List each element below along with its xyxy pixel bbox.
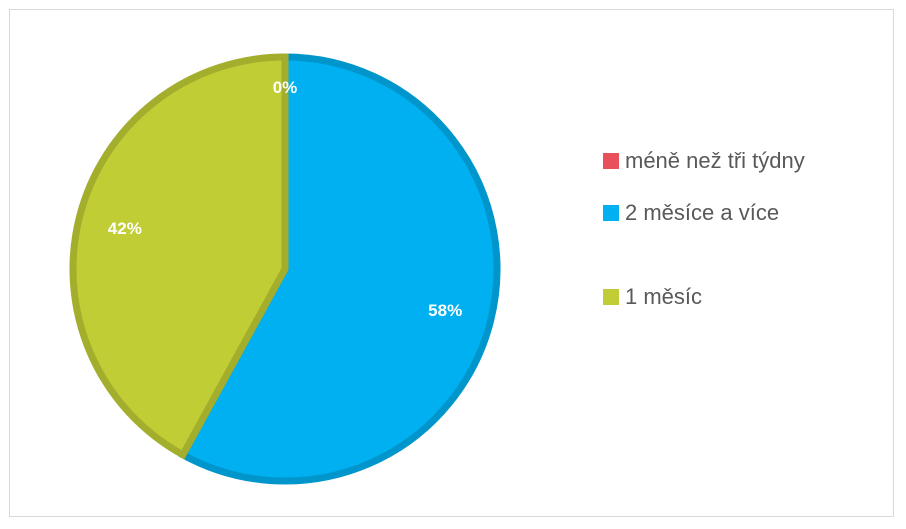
legend-item-1-mesic: 1 měsíc	[603, 281, 833, 313]
pie-data-label: 0%	[273, 78, 298, 97]
legend-label: 1 měsíc	[625, 284, 703, 309]
pie-slice-2	[69, 53, 289, 460]
legend-item-mene-nez-tri-tydny: méně než tři týdny	[603, 145, 833, 177]
pie-slices	[69, 53, 501, 485]
legend-swatch	[603, 205, 619, 221]
legend-item-2-mesice-a-vice: 2 měsíce a více	[603, 197, 833, 229]
pie-slice-1	[178, 53, 501, 485]
pie-data-labels: 0% 58% 42%	[108, 78, 462, 320]
legend-swatch	[603, 289, 619, 305]
pie-data-label: 42%	[108, 219, 142, 238]
legend-label: 2 měsíce a více	[625, 200, 780, 225]
chart-legend: méně než tři týdny 2 měsíce a více 1 měs…	[603, 145, 833, 313]
pie-data-label: 58%	[428, 301, 462, 320]
legend-label: méně než tři týdny	[625, 148, 805, 173]
legend-swatch	[603, 153, 619, 169]
